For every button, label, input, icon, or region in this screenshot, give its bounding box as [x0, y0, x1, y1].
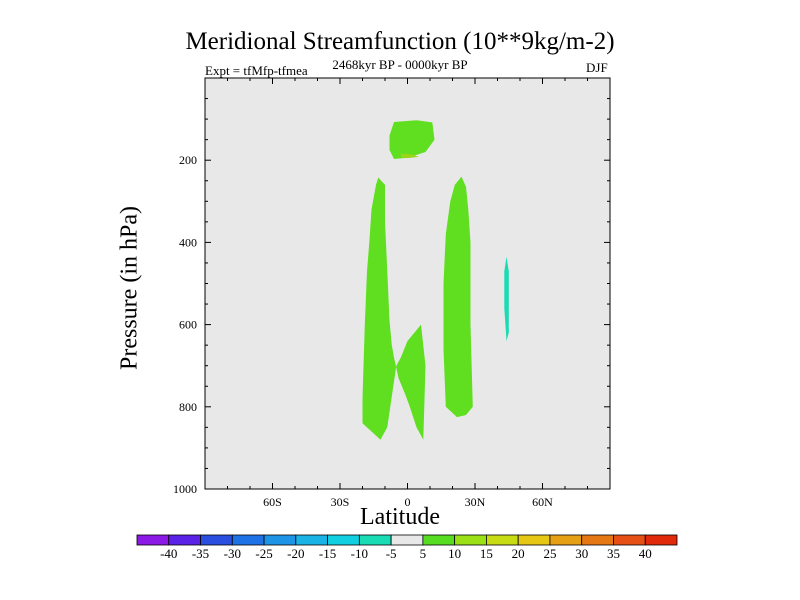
- northern-positive-cell: [443, 176, 473, 418]
- colorbar-box: [168, 534, 201, 546]
- upper-cell-core: [400, 153, 419, 159]
- colorbar-label: 20: [512, 546, 525, 561]
- colorbar-box: [486, 534, 519, 546]
- colorbar-label: -35: [192, 546, 209, 561]
- experiment-label: Expt = tfMfp-tfmea: [205, 63, 308, 78]
- season-label: DJF: [586, 60, 608, 75]
- colorbar-box: [549, 534, 583, 546]
- colorbar-box: [231, 534, 265, 546]
- colorbar-box: [358, 534, 392, 546]
- colorbar-label: 40: [639, 546, 652, 561]
- y-tick-label: 600: [179, 318, 197, 332]
- colorbar-box: [454, 534, 487, 546]
- colorbar-box: [295, 534, 328, 546]
- y-tick-label: 800: [179, 400, 197, 414]
- colorbar-box: [200, 534, 233, 546]
- y-tick-label: 200: [179, 153, 197, 167]
- colorbar-label: 35: [607, 546, 620, 561]
- southern-positive-cell: [362, 177, 426, 440]
- colorbar-label: -30: [224, 546, 241, 561]
- x-tick-label: 30S: [331, 495, 350, 509]
- contour-regions: [362, 120, 509, 440]
- colorbar-box: [581, 534, 614, 546]
- colorbar-box: [613, 534, 646, 546]
- y-tick-label: 400: [179, 235, 197, 249]
- colorbar-label: -5: [386, 546, 397, 561]
- chart-title: Meridional Streamfunction (10**9kg/m-2): [185, 28, 615, 55]
- x-tick-label: 30N: [465, 495, 486, 509]
- colorbar-label: 25: [543, 546, 556, 561]
- colorbar-label: 10: [448, 546, 461, 561]
- colorbar-label: -20: [287, 546, 304, 561]
- colorbar-label: -15: [319, 546, 336, 561]
- x-tick-label: 0: [405, 495, 411, 509]
- period-label: 2468kyr BP - 0000kyr BP: [332, 57, 468, 72]
- colorbar-label: 30: [575, 546, 588, 561]
- colorbar-box: [644, 534, 678, 546]
- colorbar-box: [390, 534, 424, 546]
- plot-frame: [204, 77, 611, 490]
- y-tick-label: 1000: [173, 482, 197, 496]
- colorbar-labels: -40 -35 -30 -25 -20 -15 -10 -5 5 10 15 20 25 30 35 40: [160, 546, 652, 561]
- colorbar-box: [136, 534, 170, 546]
- negative-sliver: [504, 256, 509, 341]
- colorbar-box: [422, 534, 456, 546]
- colorbar-label: 5: [420, 546, 427, 561]
- x-axis-label: Latitude: [360, 504, 440, 530]
- colorbar-label: -10: [351, 546, 368, 561]
- colorbar-label: -25: [255, 546, 272, 561]
- colorbar-label: 15: [480, 546, 493, 561]
- colorbar-boxes: [136, 534, 678, 546]
- colorbar-box: [263, 534, 297, 546]
- x-tick-label: 60S: [263, 495, 282, 509]
- colorbar-box: [327, 534, 360, 546]
- colorbar-box: [517, 534, 551, 546]
- x-tick-label: 60N: [532, 495, 553, 509]
- upper-positive-cell: [389, 120, 435, 159]
- colorbar-label: -40: [160, 546, 177, 561]
